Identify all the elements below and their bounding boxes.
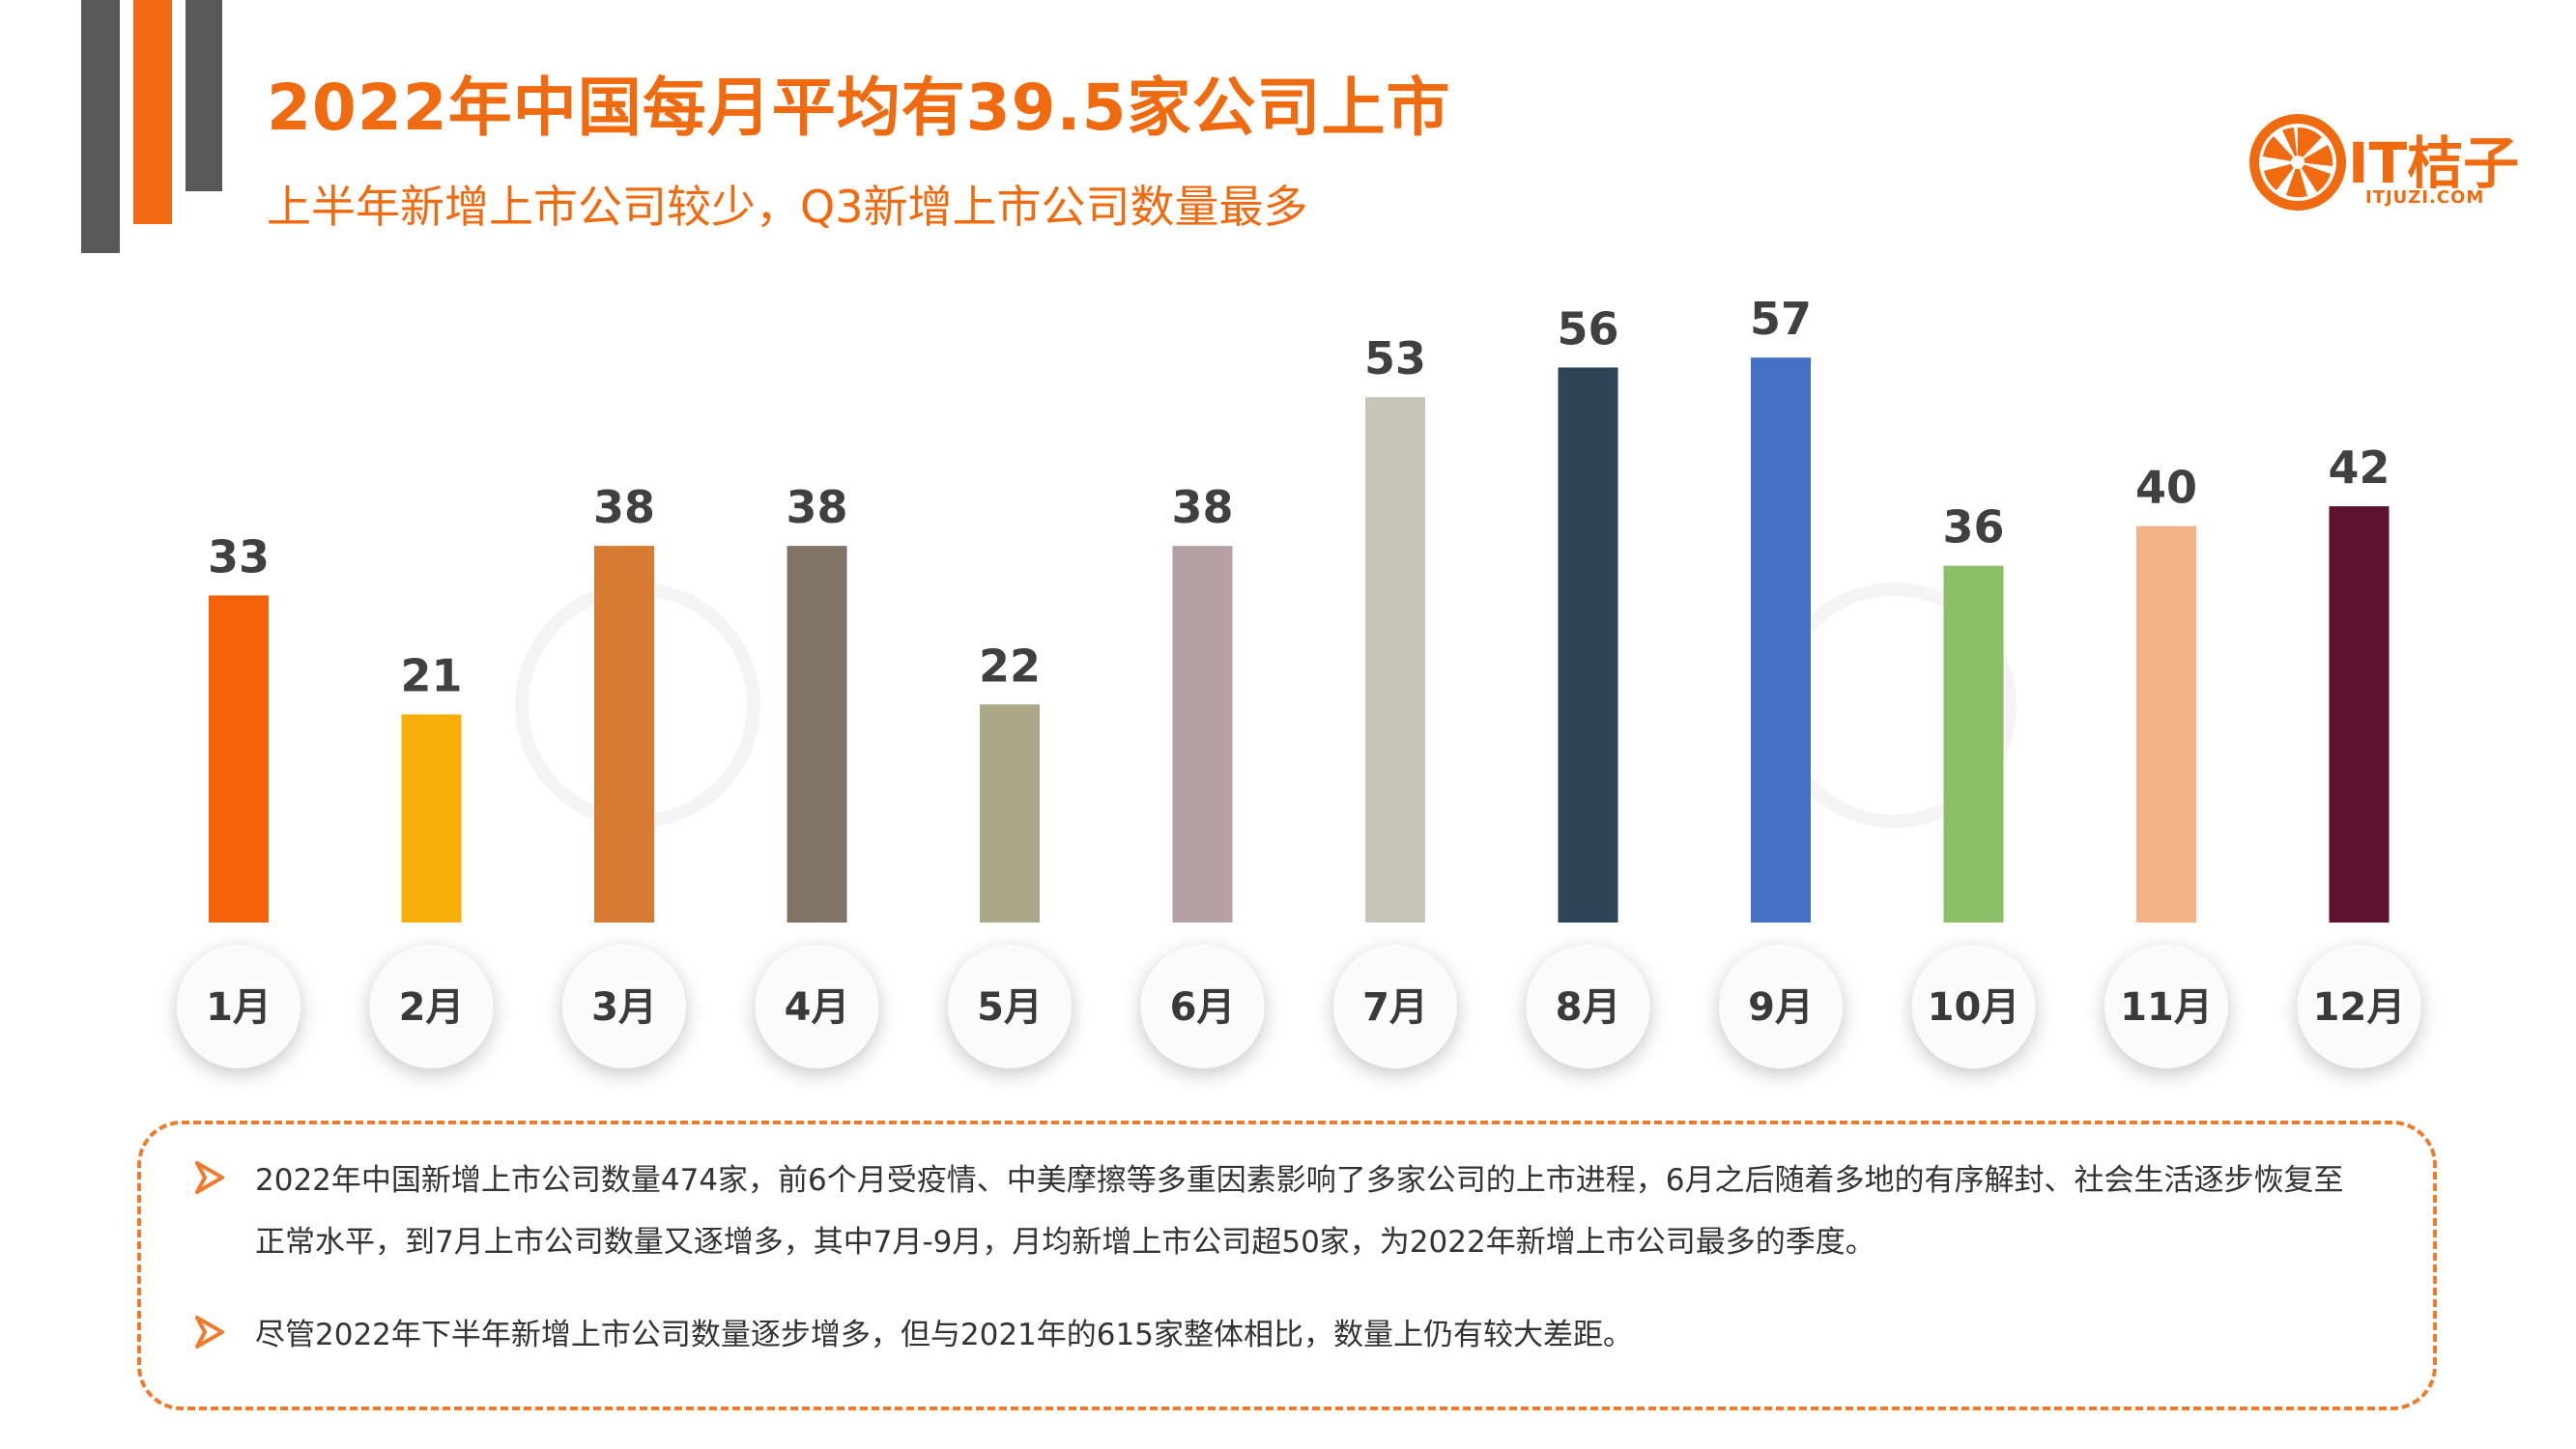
bar-value-label: 21 <box>400 650 462 702</box>
orange-logo-icon <box>2249 114 2346 211</box>
month-circle <box>2297 945 2421 1068</box>
month-label: 1月 <box>206 985 272 1030</box>
month-circle <box>1719 945 1843 1068</box>
month-label: 9月 <box>1748 985 1814 1030</box>
month-circle <box>755 945 879 1068</box>
bar-value-label: 57 <box>1750 293 1812 345</box>
arrow-bullet-icon <box>195 1161 224 1194</box>
bar-value-label: 40 <box>2135 462 2197 514</box>
bar-8 <box>1558 367 1618 923</box>
bar-12 <box>2329 506 2390 923</box>
notes-box: 2022年中国新增上市公司数量474家，前6个月受疫情、中美摩擦等多重因素影响了… <box>137 1121 2437 1410</box>
bar-chart: 33 21 38 38 22 38 53 56 57 36 40 42 1月 2月 3月 4月 5月 6月 7月 8… <box>177 293 2421 1068</box>
month-label: 5月 <box>977 985 1043 1030</box>
bar-2 <box>401 714 462 923</box>
logo-text: IT桔子 <box>2348 130 2520 196</box>
logo-url: ITJUZI.COM <box>2365 187 2485 208</box>
bar-value-label: 38 <box>786 481 847 533</box>
bar-7 <box>1365 397 1425 923</box>
bar-value-label: 42 <box>2328 441 2390 494</box>
month-label: 10月 <box>1928 985 2020 1030</box>
month-circle <box>1140 945 1265 1068</box>
month-circle <box>369 945 494 1068</box>
bar-value-label: 38 <box>593 481 655 533</box>
header-bar-orange <box>133 0 172 224</box>
bar-value-label: 22 <box>979 639 1041 692</box>
month-label: 6月 <box>1170 985 1236 1030</box>
month-circle <box>2104 945 2228 1068</box>
bar-6 <box>1172 546 1233 923</box>
bar-value-label: 38 <box>1171 481 1233 533</box>
bar-10 <box>1943 565 2004 923</box>
bar-11 <box>2136 526 2196 923</box>
month-circle <box>177 945 301 1068</box>
month-circle <box>948 945 1072 1068</box>
month-circle <box>1333 945 1457 1068</box>
month-circle <box>1526 945 1650 1068</box>
bar-value-label: 53 <box>1364 332 1426 384</box>
header-bar-dark-1 <box>81 0 120 253</box>
month-label: 4月 <box>785 985 850 1030</box>
header-bar-dark-2 <box>186 0 222 191</box>
note-item-2: 尽管2022年下半年新增上市公司数量逐步增多，但与2021年的615家整体相比，… <box>255 1318 1633 1352</box>
bar-value-label: 56 <box>1557 302 1618 355</box>
bar-value-label: 33 <box>208 530 270 582</box>
bar-value-label: 36 <box>1942 501 2004 554</box>
month-circle <box>562 945 686 1068</box>
month-label: 8月 <box>1556 985 1621 1030</box>
page-title: 2022年中国每月平均有39.5家公司上市 <box>267 71 1451 145</box>
bar-9 <box>1751 357 1811 923</box>
month-circle <box>1911 945 2036 1068</box>
bar-3 <box>594 546 654 923</box>
bar-4 <box>787 546 847 923</box>
bar-1 <box>209 595 269 923</box>
note-item-1: 2022年中国新增上市公司数量474家，前6个月受疫情、中美摩擦等多重因素影响了… <box>255 1163 2344 1260</box>
bar-5 <box>980 704 1040 923</box>
arrow-bullet-icon <box>195 1316 224 1349</box>
month-label: 12月 <box>2313 985 2406 1030</box>
page-subtitle: 上半年新增上市公司较少，Q3新增上市公司数量最多 <box>267 181 1308 233</box>
month-label: 11月 <box>2120 985 2213 1030</box>
month-label: 3月 <box>591 985 657 1030</box>
month-label: 2月 <box>399 985 465 1030</box>
month-label: 7月 <box>1362 985 1428 1030</box>
